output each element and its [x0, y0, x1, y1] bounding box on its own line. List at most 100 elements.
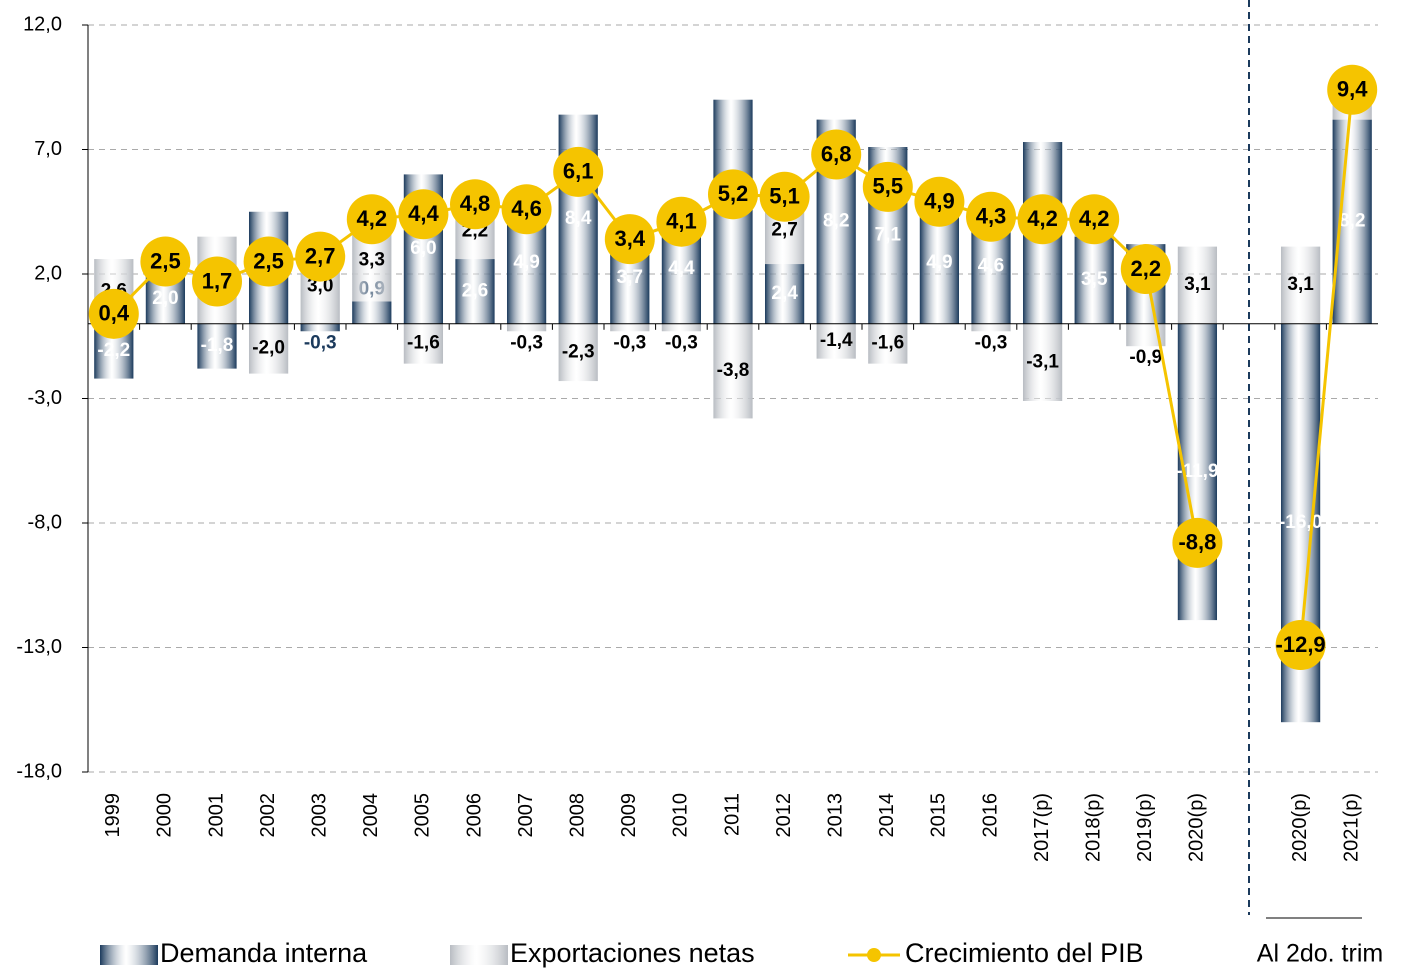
- data-label: -3,8: [717, 360, 750, 381]
- x-tick-label: 2013: [824, 793, 846, 838]
- data-label: 2,4: [771, 283, 798, 304]
- x-tick-label: 2015: [928, 793, 950, 838]
- legend-label: Crecimiento del PIB: [905, 938, 1144, 968]
- legend-marker: [867, 948, 881, 962]
- data-label: 9,4: [1337, 77, 1368, 102]
- legend-label: Demanda interna: [160, 938, 368, 968]
- data-label: -16,0: [1279, 512, 1322, 533]
- data-label: -2,3: [562, 341, 595, 362]
- data-label: 4,6: [511, 196, 542, 221]
- annotation: Al 2do. trim: [1257, 940, 1383, 968]
- data-label: 4,9: [926, 252, 952, 273]
- data-label: -0,3: [510, 332, 543, 353]
- x-tick-label: 2016: [979, 793, 1001, 838]
- bar: [610, 324, 649, 331]
- data-label: 5,1: [769, 184, 800, 209]
- x-tick-label: 2005: [412, 793, 434, 838]
- data-label: -0,3: [613, 332, 646, 353]
- data-label: 8,2: [1339, 211, 1365, 232]
- data-label: 6,8: [821, 141, 852, 166]
- x-tick-label: 2003: [308, 793, 330, 838]
- x-tick-label: 2009: [618, 793, 640, 838]
- x-tick-label: 2004: [360, 793, 382, 838]
- data-label: 8,4: [565, 208, 592, 229]
- x-tick-label: 2021(p): [1340, 793, 1362, 862]
- x-tick-label: 2008: [566, 793, 588, 838]
- data-label: 2,2: [1131, 256, 1162, 281]
- data-label: -8,8: [1178, 530, 1216, 555]
- data-label: 4,1: [666, 209, 697, 234]
- y-tick-label: 2,0: [34, 262, 62, 284]
- y-tick-label: -13,0: [16, 636, 62, 658]
- x-tick-label: 2001: [205, 793, 227, 838]
- data-label: -1,8: [201, 335, 234, 356]
- data-label: 4,4: [408, 201, 439, 226]
- x-tick-label: 2007: [515, 793, 537, 838]
- data-label: -0,9: [1129, 347, 1162, 368]
- data-label: 8,2: [823, 211, 849, 232]
- data-label: -1,6: [407, 333, 440, 354]
- bar: [352, 301, 391, 323]
- data-label: -0,3: [304, 332, 337, 353]
- data-label: 4,9: [924, 189, 955, 214]
- legend-label: Exportaciones netas: [510, 938, 755, 968]
- data-label: -1,6: [871, 333, 904, 354]
- data-label: 3,4: [615, 226, 646, 251]
- bar: [662, 324, 701, 331]
- data-label: 5,2: [718, 181, 749, 206]
- data-label: -0,3: [975, 332, 1008, 353]
- data-label: 5,5: [873, 174, 904, 199]
- data-label: -12,9: [1276, 632, 1326, 657]
- data-label: 2,5: [253, 248, 284, 273]
- data-label: 1,7: [202, 268, 233, 293]
- data-label: 4,6: [978, 256, 1004, 277]
- y-tick-label: -3,0: [28, 387, 62, 409]
- x-tick-label: 2000: [154, 793, 176, 838]
- x-tick-label: 2011: [721, 793, 743, 836]
- legend-swatch: [450, 945, 508, 965]
- data-label: -2,0: [252, 338, 285, 359]
- data-label: 4,3: [976, 204, 1007, 229]
- y-tick-label: 7,0: [34, 138, 62, 160]
- bar: [507, 324, 546, 331]
- data-label: 2,7: [771, 219, 797, 240]
- y-tick-label: -18,0: [16, 760, 62, 782]
- x-tick-label: 2020(p): [1186, 793, 1208, 862]
- data-label: 6,1: [563, 159, 594, 184]
- data-label: 2,5: [150, 248, 181, 273]
- data-label: 6,0: [410, 238, 436, 259]
- x-tick-label: 2014: [876, 793, 898, 838]
- legend-swatch: [100, 945, 158, 965]
- data-label: 2,7: [305, 243, 336, 268]
- data-label: 4,2: [1027, 206, 1058, 231]
- data-label: 4,9: [513, 252, 539, 273]
- data-label: 3,7: [617, 267, 643, 288]
- x-tick-label: 2006: [463, 793, 485, 838]
- x-tick-label: 2002: [257, 793, 279, 838]
- data-label: 4,2: [357, 206, 388, 231]
- data-label: 3,3: [359, 249, 385, 270]
- x-tick-label: 2012: [773, 793, 795, 838]
- data-label: 2,0: [152, 288, 178, 309]
- x-tick-label: 2010: [670, 793, 692, 838]
- x-tick-label: 2020(p): [1289, 793, 1311, 862]
- bar: [301, 324, 340, 331]
- x-tick-label: 2017(p): [1031, 793, 1053, 862]
- y-tick-label: -8,0: [28, 511, 62, 533]
- x-tick-label: 2018(p): [1082, 793, 1104, 862]
- data-label: 4,4: [668, 258, 695, 279]
- data-label: -0,3: [665, 332, 698, 353]
- data-label: 4,2: [1079, 206, 1110, 231]
- chart: Al 2do. trim 12,0 7,0 2,0 -3,0 -8,0 -13,0 -18,…: [0, 0, 1404, 970]
- data-label: -2,2: [97, 340, 130, 361]
- data-label: 3,1: [1287, 274, 1314, 295]
- data-label: 7,1: [875, 224, 902, 245]
- data-label: 2,6: [462, 280, 488, 301]
- data-label: 3,5: [1081, 269, 1108, 290]
- data-label: 0,4: [99, 301, 130, 326]
- data-label: 4,8: [460, 191, 491, 216]
- data-label: -1,4: [820, 330, 853, 351]
- data-label: 3,1: [1184, 274, 1211, 295]
- y-tick-label: 12,0: [23, 13, 62, 35]
- x-tick-label: 1999: [102, 793, 124, 838]
